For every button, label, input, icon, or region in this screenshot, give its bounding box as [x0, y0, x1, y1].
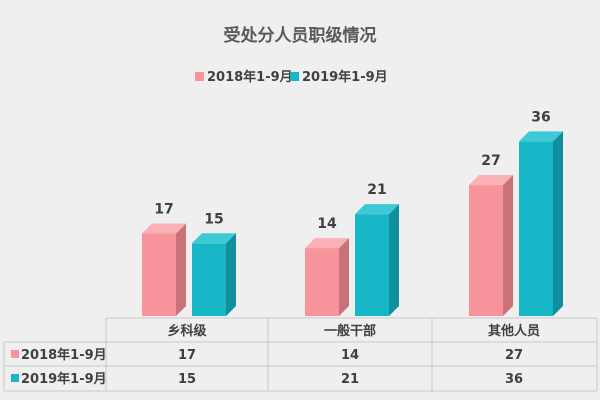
- bar-0-2: [469, 185, 503, 316]
- legend-label-2018: 2018年1-9月: [207, 69, 293, 85]
- table-value-0-1: 14: [341, 348, 359, 363]
- data-label-1-0: 15: [204, 211, 223, 227]
- bar-side-1-1: [389, 204, 399, 316]
- table-value-0-0: 17: [178, 348, 196, 363]
- table-row-label-2018: 2018年1-9月: [21, 347, 107, 363]
- bar-top-1-2: [519, 131, 563, 142]
- table-swatch-2019: [11, 374, 19, 382]
- table-swatch-2018: [11, 350, 19, 358]
- bar-top-1-1: [355, 204, 399, 215]
- legend: 2018年1-9月 2019年1-9月: [195, 69, 388, 85]
- data-label-0-1: 14: [317, 216, 337, 232]
- data-label-1-2: 36: [531, 109, 550, 125]
- bar-top-0-2: [469, 175, 513, 186]
- bar-top-0-1: [305, 238, 349, 249]
- bar-side-1-2: [553, 131, 563, 316]
- table-value-1-0: 15: [178, 372, 196, 387]
- legend-label-2019: 2019年1-9月: [302, 69, 388, 85]
- bar-top-0-0: [142, 223, 186, 234]
- table-header-0: 乡科级: [167, 323, 207, 339]
- bar-side-0-2: [503, 175, 513, 316]
- legend-swatch-2019: [290, 72, 299, 81]
- table-value-1-2: 36: [505, 372, 523, 387]
- bars-group: [142, 131, 563, 316]
- bar-side-1-0: [226, 233, 236, 316]
- data-table: 2018年1-9月 2019年1-9月 乡科级 17 15 一般干部 14 21 其他人员 2…: [3, 317, 598, 392]
- legend-swatch-2018: [195, 72, 204, 81]
- table-header-2: 其他人员: [488, 323, 540, 339]
- bar-1-1: [355, 214, 389, 316]
- data-label-1-1: 21: [367, 182, 386, 198]
- data-label-0-2: 27: [481, 153, 500, 169]
- chart-title: 受处分人员职级情况: [224, 25, 377, 46]
- table-header-1: 一般干部: [324, 323, 376, 339]
- table-value-1-1: 21: [341, 372, 359, 387]
- bar-side-0-0: [176, 223, 186, 316]
- data-label-0-0: 17: [154, 202, 173, 218]
- bar-0-1: [305, 248, 339, 316]
- table-value-0-2: 27: [505, 348, 523, 363]
- bar-top-1-0: [192, 233, 236, 244]
- table-grid-lines: [3, 317, 598, 392]
- bar-side-0-1: [339, 238, 349, 316]
- bar-1-2: [519, 141, 553, 316]
- bar-0-0: [142, 233, 176, 316]
- data-labels-group: 17 15 14 21 27 36: [154, 109, 550, 232]
- table-row-label-2019: 2019年1-9月: [21, 371, 107, 387]
- bar-1-0: [192, 243, 226, 316]
